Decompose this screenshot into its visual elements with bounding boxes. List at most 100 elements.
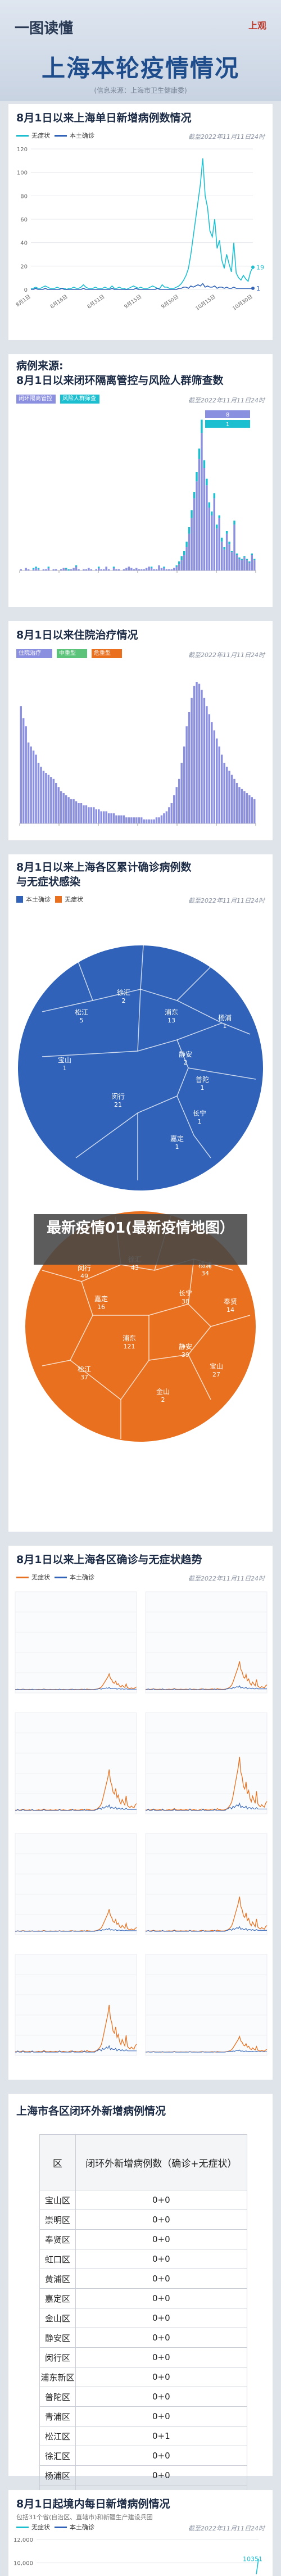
bar	[52, 778, 55, 823]
region-value: 2	[184, 1059, 188, 1066]
bar	[133, 817, 135, 823]
region-border	[176, 1022, 251, 1040]
district-voronoi-chart: 徐汇2浦东13松江5杨浦1宝山1静安2普陀1闵行21长宁1嘉定1闵行49徐汇43…	[18, 945, 263, 1442]
table-row: 虹口区 0+0	[39, 2249, 248, 2269]
region-name: 宝山	[210, 1362, 223, 1370]
series-line	[146, 1685, 267, 1690]
bar	[211, 511, 213, 515]
bar	[135, 568, 138, 571]
region-name: 浦东	[165, 1008, 178, 1016]
bar	[248, 563, 251, 571]
bar	[37, 763, 40, 823]
district-cell: 普陀区	[39, 2387, 76, 2407]
bar	[42, 771, 45, 823]
legend-item: 风险人群筛查	[60, 395, 99, 404]
bar	[251, 555, 253, 571]
bar	[115, 569, 117, 571]
bar	[253, 559, 256, 560]
region-value: 1	[223, 1022, 227, 1030]
y-tick-label: 100	[17, 170, 28, 176]
region-value: 1	[198, 1118, 202, 1125]
bar	[230, 551, 233, 553]
count-cell: 0+0	[75, 2446, 248, 2466]
region-border	[75, 1112, 138, 1158]
x-tick-label: 8月1日	[15, 293, 31, 308]
bar	[201, 433, 203, 571]
legend-item: 中重型	[57, 649, 87, 658]
region-border	[188, 1354, 211, 1400]
region-name: 松江	[75, 1008, 88, 1016]
bar	[163, 567, 165, 568]
bar	[78, 803, 80, 823]
region-name: 浦东	[123, 1334, 136, 1342]
legend-item: 本土确诊	[16, 895, 51, 904]
national-line-chart: 12,00010,0008,0006,0004,0002,00001035114…	[13, 2537, 262, 2574]
bar	[238, 557, 241, 559]
bar	[135, 817, 138, 823]
bar	[163, 568, 165, 571]
table-row: 黄浦区 0+0	[39, 2269, 248, 2289]
count-cell: 0+0	[75, 2190, 248, 2210]
chart-legend: 无症状 本土确诊	[16, 131, 94, 140]
region-border	[120, 1315, 149, 1439]
bar	[235, 783, 238, 823]
bar	[143, 569, 145, 571]
district-cell: 金山区	[39, 2308, 76, 2328]
panel-frame	[15, 1954, 137, 2056]
bar	[218, 515, 220, 518]
count-cell: 0+0	[75, 2465, 248, 2486]
bar	[85, 569, 88, 571]
bar	[203, 698, 206, 823]
bar	[45, 569, 47, 571]
bar	[88, 807, 90, 823]
bar	[165, 811, 168, 823]
publisher-logo: 上观	[248, 20, 266, 31]
district-cell: 青浦区	[39, 2406, 76, 2426]
bar	[138, 569, 140, 571]
bar	[183, 551, 185, 555]
bar	[75, 567, 78, 571]
panel-frame	[145, 1591, 268, 1694]
bar	[251, 553, 253, 555]
bar	[57, 787, 60, 823]
bar	[105, 811, 107, 823]
region-value: 27	[212, 1371, 220, 1378]
bar	[228, 544, 230, 571]
bar	[85, 805, 88, 823]
series-line	[31, 283, 253, 290]
bar	[37, 568, 40, 569]
bar	[193, 498, 196, 571]
x-tick-label: 9月15日	[123, 293, 143, 310]
district-cell: 浦东新区	[39, 2367, 76, 2387]
bar	[246, 793, 248, 823]
bar	[170, 803, 173, 823]
bar	[228, 541, 230, 545]
bar	[216, 528, 218, 571]
table-row: 普陀区 0+0	[39, 2387, 248, 2407]
bar	[90, 569, 93, 571]
bar	[35, 567, 37, 568]
bar	[75, 565, 78, 567]
end-point	[251, 286, 255, 290]
x-tick-label: 8月16日	[49, 293, 69, 310]
bar	[253, 799, 256, 823]
bar	[188, 533, 191, 571]
bar	[178, 561, 180, 564]
bar	[191, 510, 193, 518]
series-line	[15, 2045, 137, 2053]
card-title: 8月1日以来上海各区累计确诊病例数	[16, 861, 192, 873]
bar	[145, 568, 148, 571]
bar	[203, 460, 206, 468]
bar	[25, 726, 27, 823]
district-cell: 闵行区	[39, 2347, 76, 2367]
card-title: 病例来源:	[16, 360, 64, 372]
bar	[80, 803, 83, 823]
bar	[213, 498, 216, 571]
series-line	[146, 1802, 267, 1811]
region-value: 39	[182, 1351, 189, 1359]
bar	[198, 459, 201, 571]
bar	[248, 795, 251, 823]
table-row: 徐汇区 0+0	[39, 2446, 248, 2466]
bar	[150, 567, 153, 568]
bar	[20, 706, 22, 823]
